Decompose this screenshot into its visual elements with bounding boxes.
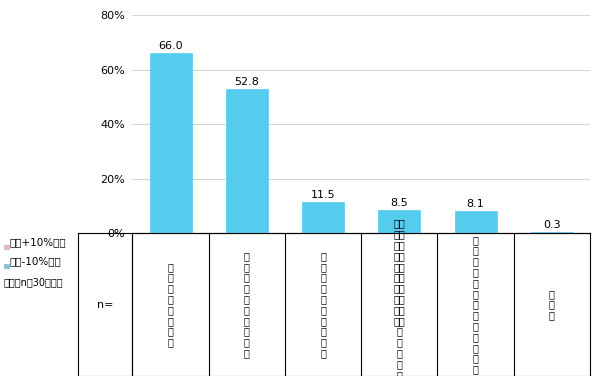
Text: 美
味
し
そ
う
で
あ
る
た
め: 美 味 し そ う で あ る た め [320,251,326,358]
Text: 52.8: 52.8 [234,77,259,87]
Text: 全体+10%以上: 全体+10%以上 [10,237,66,247]
Bar [4,264,8,268]
Bar [455,211,497,233]
Bar [378,210,420,233]
Text: 11.5: 11.5 [311,190,335,200]
Text: （属性n＝30以上）: （属性n＝30以上） [4,277,64,287]
Text: 特
に
理
由
は
な
い
が
、
何
と
な
く: 特 に 理 由 は な い が 、 何 と な く [473,235,479,374]
Bar [531,232,573,233]
Text: 健
康
に
良
さ
そ
う
な
た
め: 健 康 に 良 さ そ う な た め [244,251,250,358]
Text: 安
全
と
感
じ
る
た
め: 安 全 と 感 じ る た め [167,262,173,347]
Text: 8.5: 8.5 [391,198,408,208]
Text: n=: n= [97,300,114,309]
Text: 添学
加校
物や
を家
避庭
けに
るお
よい
うて
に、
教
わ
っ
た
た
め: 添学 加校 物や を家 避庭 けに るお よい うて に、 教 わ っ た た … [394,218,405,376]
Text: 全体-10%以下: 全体-10%以下 [10,256,61,266]
Text: 66.0: 66.0 [158,41,183,51]
Bar [4,246,8,249]
Bar [226,89,268,233]
Text: 8.1: 8.1 [467,199,485,209]
Bar [302,202,344,233]
Text: 0.3: 0.3 [543,220,560,230]
Text: そ
の
他: そ の 他 [549,289,555,320]
Bar [149,53,191,233]
